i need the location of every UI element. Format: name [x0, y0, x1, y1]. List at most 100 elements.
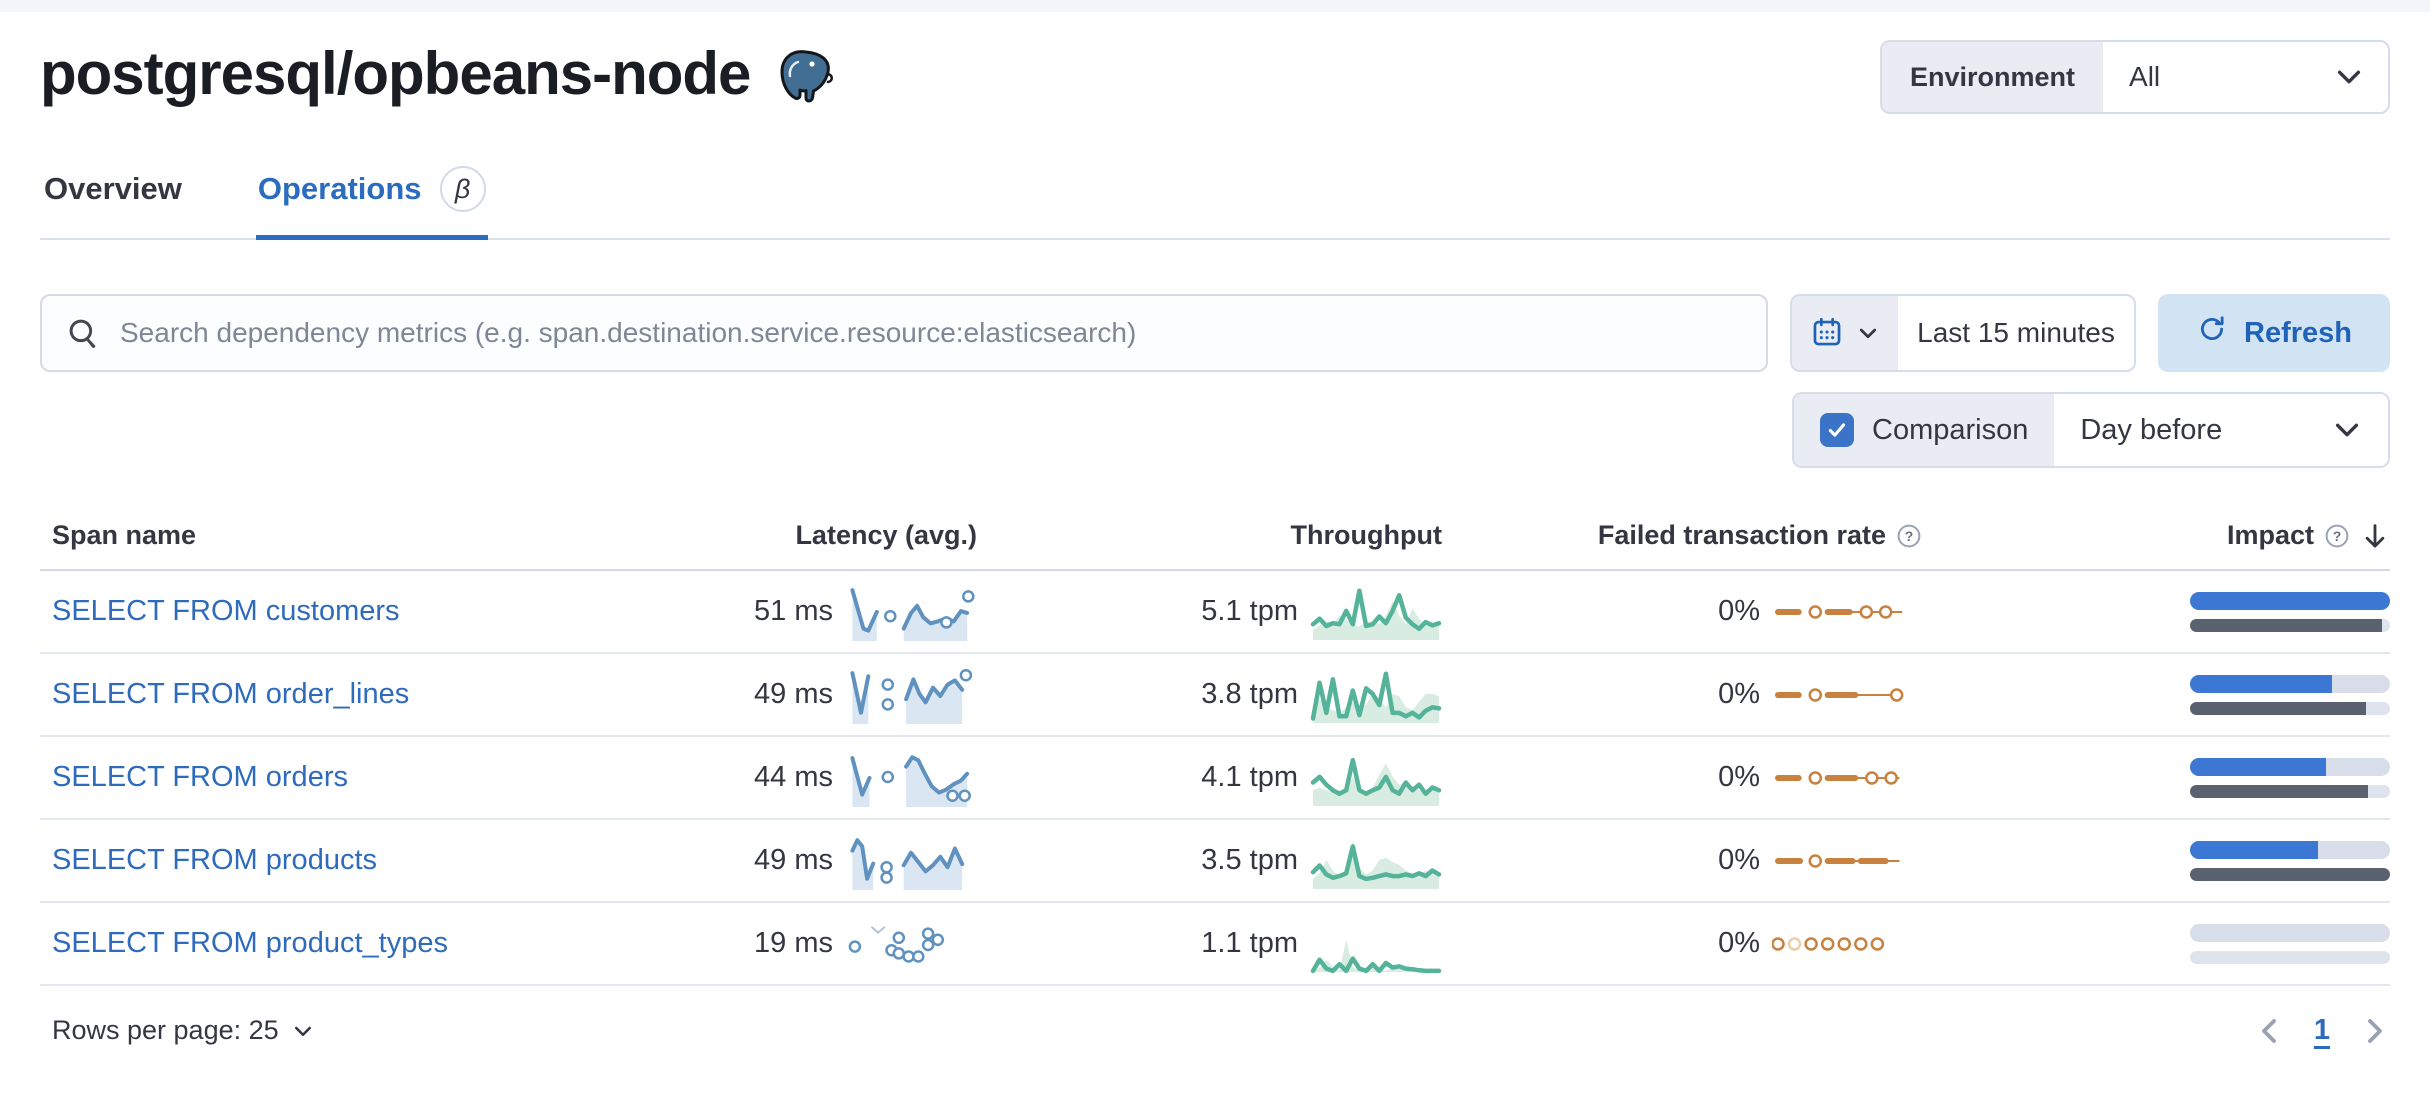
throughput-value: 4.1 tpm: [1201, 761, 1298, 793]
table-header: Span name Latency (avg.) Throughput Fail…: [40, 514, 2390, 571]
impact-bar-previous: [2190, 784, 2390, 798]
table-row: SELECT FROM products 49 ms 3.5 tpm 0%: [40, 820, 2390, 903]
pagination: 1: [2254, 1014, 2390, 1047]
impact-bars: [1922, 757, 2390, 798]
impact-bars: [1922, 591, 2390, 632]
chevron-down-icon: [1856, 321, 1880, 345]
failed-rate-sparkline: [1772, 673, 1922, 717]
environment-filter[interactable]: Environment All: [1880, 40, 2390, 114]
time-range-picker: Last 15 minutes: [1790, 294, 2136, 372]
impact-bar-current: [2190, 591, 2390, 610]
table-row: SELECT FROM order_lines 49 ms 3.8 tpm 0%: [40, 654, 2390, 737]
column-header-latency[interactable]: Latency (avg.): [795, 520, 977, 550]
column-header-span-name[interactable]: Span name: [52, 520, 197, 550]
comparison-toggle[interactable]: Comparison: [1794, 394, 2055, 466]
tab-overview-label: Overview: [44, 171, 182, 206]
refresh-button-label: Refresh: [2244, 316, 2352, 349]
page-header: postgresql/opbeans-node Environment All: [40, 32, 2390, 116]
span-name-link[interactable]: SELECT FROM products: [52, 844, 378, 876]
latency-value: 49 ms: [754, 678, 833, 710]
failed-rate-value: 0%: [1718, 844, 1760, 876]
impact-bar-current: [2190, 923, 2390, 942]
latency-sparkline: [845, 830, 977, 892]
latency-sparkline: [845, 664, 977, 726]
operations-table: Span name Latency (avg.) Throughput Fail…: [40, 514, 2390, 1047]
impact-bars: [1922, 674, 2390, 715]
latency-value: 49 ms: [754, 844, 833, 876]
rows-per-page-button[interactable]: Rows per page: 25: [40, 1015, 315, 1046]
impact-bar-current: [2190, 674, 2390, 693]
info-icon[interactable]: ?: [1896, 523, 1922, 549]
table-footer: Rows per page: 25 1: [40, 986, 2390, 1047]
throughput-sparkline: [1310, 664, 1442, 726]
throughput-sparkline: [1310, 913, 1442, 975]
latency-sparkline: [845, 747, 977, 809]
table-row: SELECT FROM customers 51 ms 5.1 tpm 0%: [40, 571, 2390, 654]
comparison-label: Comparison: [1872, 413, 2029, 446]
comparison-row: Comparison Day before: [40, 392, 2390, 468]
svg-text:?: ?: [2333, 528, 2342, 544]
tab-overview[interactable]: Overview: [42, 156, 184, 238]
column-header-impact[interactable]: Impact ?: [1922, 520, 2390, 551]
impact-bar-previous: [2190, 701, 2390, 715]
failed-rate-value: 0%: [1718, 927, 1760, 959]
calendar-icon: [1810, 315, 1844, 352]
failed-rate-sparkline: [1772, 756, 1922, 800]
rows-per-page-label: Rows per page: 25: [52, 1015, 279, 1045]
latency-value: 51 ms: [754, 595, 833, 627]
latency-value: 19 ms: [754, 927, 833, 959]
calendar-menu-button[interactable]: [1792, 296, 1898, 370]
time-range-value[interactable]: Last 15 minutes: [1898, 296, 2134, 370]
failed-rate-sparkline: [1772, 922, 1922, 966]
page-number[interactable]: 1: [2313, 1014, 2330, 1046]
chevron-down-icon: [291, 1019, 315, 1043]
impact-bars: [1922, 840, 2390, 881]
span-name-link[interactable]: SELECT FROM orders: [52, 761, 348, 793]
tab-operations[interactable]: Operations β: [255, 156, 488, 240]
page-title: postgresql/opbeans-node: [40, 40, 751, 107]
span-name-link[interactable]: SELECT FROM product_types: [52, 927, 448, 959]
top-edge: [0, 0, 2430, 12]
span-name-link[interactable]: SELECT FROM customers: [52, 595, 400, 627]
controls-row: Last 15 minutes Refresh: [40, 294, 2390, 372]
table-row: SELECT FROM orders 44 ms 4.1 tpm 0%: [40, 737, 2390, 820]
svg-text:?: ?: [1905, 528, 1914, 544]
chevron-down-icon: [2332, 415, 2362, 445]
search-bar: [40, 294, 1768, 372]
comparison-checkbox[interactable]: [1820, 413, 1854, 447]
failed-rate-sparkline: [1772, 590, 1922, 634]
throughput-value: 1.1 tpm: [1201, 927, 1298, 959]
tab-operations-label: Operations: [257, 171, 422, 206]
latency-sparkline: [845, 913, 977, 975]
postgresql-logo-icon: [774, 48, 838, 108]
sort-desc-icon: [2360, 521, 2390, 551]
failed-rate-sparkline: [1772, 839, 1922, 883]
chevron-down-icon: [2334, 42, 2388, 112]
refresh-button[interactable]: Refresh: [2158, 294, 2390, 372]
throughput-sparkline: [1310, 830, 1442, 892]
comparison-select[interactable]: Day before: [2054, 394, 2388, 466]
column-header-throughput[interactable]: Throughput: [1290, 520, 1442, 550]
span-name-link[interactable]: SELECT FROM order_lines: [52, 678, 410, 710]
column-header-failed-rate-label: Failed transaction rate: [1597, 520, 1886, 550]
throughput-value: 5.1 tpm: [1201, 595, 1298, 627]
throughput-sparkline: [1310, 581, 1442, 643]
next-page-button[interactable]: [2358, 1015, 2390, 1047]
failed-rate-value: 0%: [1718, 761, 1760, 793]
column-header-failed-rate[interactable]: Failed transaction rate ?: [1442, 520, 1922, 551]
title-wrap: postgresql/opbeans-node: [40, 32, 838, 116]
comparison-control: Comparison Day before: [1792, 392, 2390, 468]
environment-filter-value: All: [2129, 61, 2161, 92]
search-input[interactable]: [118, 316, 1742, 350]
impact-bar-current: [2190, 840, 2390, 859]
throughput-value: 3.8 tpm: [1201, 678, 1298, 710]
beta-badge: β: [439, 166, 486, 212]
previous-page-button[interactable]: [2254, 1015, 2286, 1047]
throughput-value: 3.5 tpm: [1201, 844, 1298, 876]
table-row: SELECT FROM product_types 19 ms 1.1 tpm …: [40, 903, 2390, 986]
refresh-icon: [2196, 313, 2228, 353]
failed-rate-value: 0%: [1718, 595, 1760, 627]
latency-sparkline: [845, 581, 977, 643]
impact-bar-current: [2190, 757, 2390, 776]
info-icon[interactable]: ?: [2324, 523, 2350, 549]
